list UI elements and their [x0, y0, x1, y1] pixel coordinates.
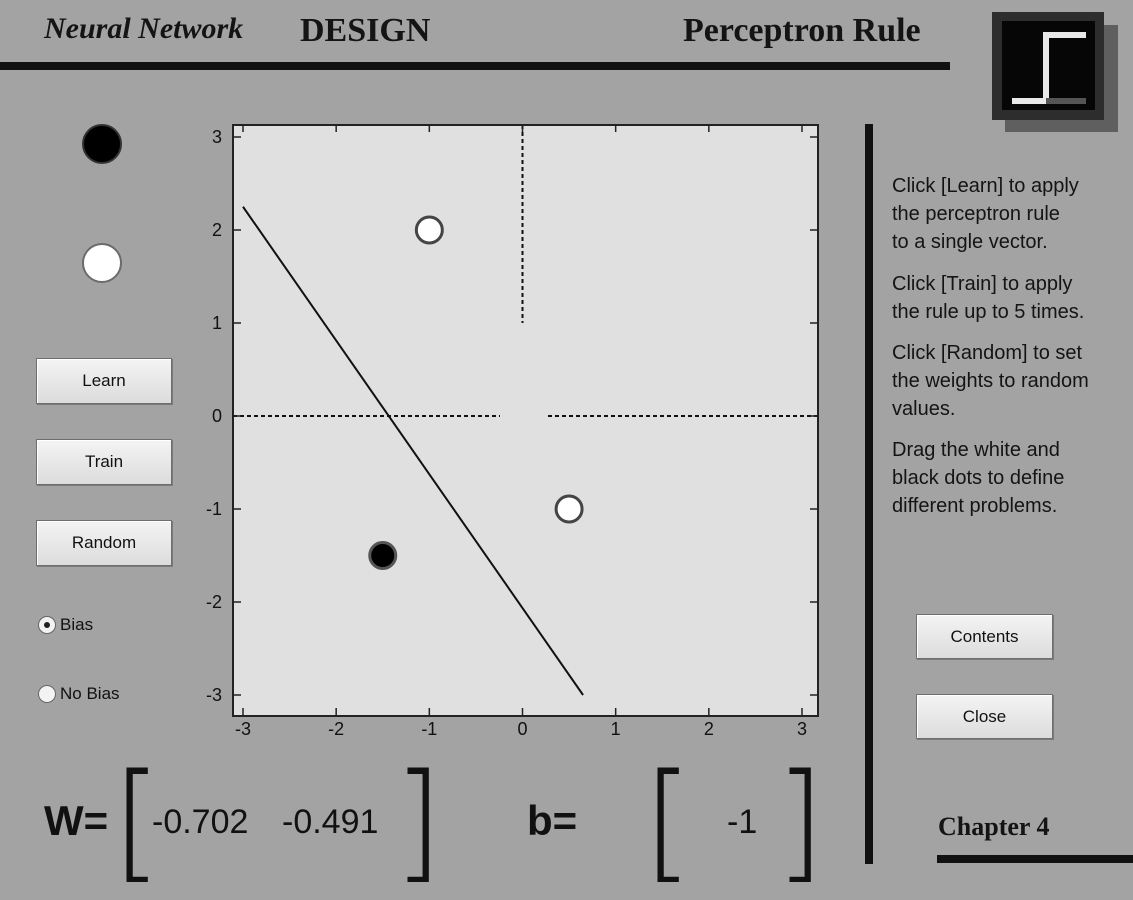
x-tick-label: -3	[235, 719, 251, 739]
footer-rule	[937, 855, 1133, 863]
bias-label: Bias	[60, 615, 94, 634]
black-class-dot[interactable]	[82, 124, 122, 164]
random-button[interactable]: Random	[36, 520, 172, 566]
b-label: b=	[527, 797, 578, 844]
instruction-train: Click [Train] to apply the rule up to 5 …	[892, 270, 1084, 326]
contents-button[interactable]: Contents	[916, 614, 1053, 659]
instr-line: the perceptron rule	[892, 203, 1060, 225]
w-right-bracket: ]	[393, 747, 443, 896]
white-point[interactable]	[554, 494, 584, 524]
instr-line: Click [Random] to set	[892, 342, 1083, 364]
separator	[865, 124, 873, 864]
close-button[interactable]: Close	[916, 694, 1053, 739]
instruction-random: Click [Random] to set the weights to ran…	[892, 339, 1089, 423]
y-tick-label: -2	[206, 592, 222, 612]
weight-w2: -0.491	[282, 803, 379, 841]
y-tick-label: 0	[212, 406, 222, 426]
step-function-icon	[1012, 32, 1086, 104]
radio-selected-icon[interactable]	[38, 616, 56, 634]
bias-value: -1	[727, 803, 758, 841]
x-tick-label: 0	[517, 719, 527, 739]
weight-w1: -0.702	[152, 803, 249, 841]
no-bias-radio[interactable]: No Bias	[38, 684, 120, 704]
page-title: Perceptron Rule	[683, 12, 921, 49]
instr-line: Drag the white and	[892, 439, 1060, 461]
instr-line: Click [Train] to apply	[892, 273, 1073, 295]
x-tick-label: -2	[328, 719, 344, 739]
instr-line: black dots to define	[892, 467, 1065, 489]
brand-caps: DESIGN	[300, 12, 431, 49]
b-left-bracket: [	[643, 747, 693, 896]
instr-line: to a single vector.	[892, 231, 1048, 253]
instr-line: the weights to random	[892, 370, 1089, 392]
instr-line: values.	[892, 398, 956, 420]
y-tick-label: 2	[212, 220, 222, 240]
learn-button[interactable]: Learn	[36, 358, 172, 404]
x-tick-label: 3	[797, 719, 807, 739]
bias-radio[interactable]: Bias	[38, 615, 93, 635]
decision-plot[interactable]: -3 -2 -1 0 1 2 3 3 2 1 0 -1 -2 -3	[190, 110, 830, 750]
black-point[interactable]	[368, 541, 398, 570]
y-tick-label: -3	[206, 685, 222, 705]
brand-italic: Neural Network	[44, 12, 244, 45]
instruction-drag: Drag the white and black dots to define …	[892, 436, 1064, 520]
radio-unselected-icon[interactable]	[38, 685, 56, 703]
w-label: W=	[44, 797, 109, 844]
white-class-dot[interactable]	[82, 243, 122, 283]
x-tick-label: 2	[704, 719, 714, 739]
instr-line: different problems.	[892, 495, 1058, 517]
plot-area[interactable]	[232, 124, 819, 717]
b-right-bracket: ]	[775, 747, 825, 896]
no-bias-label: No Bias	[60, 684, 120, 703]
instruction-learn: Click [Learn] to apply the perceptron ru…	[892, 172, 1079, 256]
w-left-bracket: [	[112, 747, 162, 896]
instr-line: Click [Learn] to apply	[892, 175, 1079, 197]
x-tick-label: 1	[611, 719, 621, 739]
y-tick-label: 1	[212, 313, 222, 333]
x-tick-label: -1	[421, 719, 437, 739]
white-point[interactable]	[414, 215, 444, 245]
train-button[interactable]: Train	[36, 439, 172, 485]
y-tick-label: 3	[212, 127, 222, 147]
instr-line: the rule up to 5 times.	[892, 301, 1085, 323]
y-tick-label: -1	[206, 499, 222, 519]
header-rule	[0, 62, 950, 70]
chapter-label: Chapter 4	[938, 812, 1050, 841]
decision-boundary	[242, 206, 584, 696]
